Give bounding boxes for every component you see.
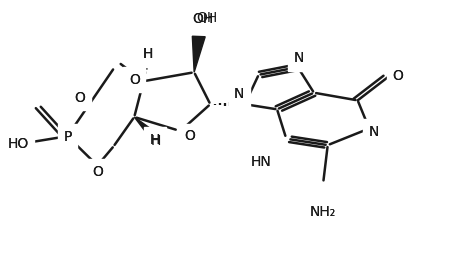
Bar	[182, 129, 195, 142]
Bar	[91, 166, 103, 178]
Text: O: O	[74, 91, 85, 105]
Text: O: O	[392, 69, 403, 83]
Bar	[74, 92, 85, 104]
Text: HO: HO	[7, 137, 29, 151]
Text: N: N	[234, 87, 244, 101]
Text: P: P	[63, 130, 72, 144]
Text: H: H	[143, 47, 153, 61]
Bar	[293, 52, 305, 64]
Text: HN: HN	[251, 155, 272, 169]
Text: OH: OH	[193, 12, 214, 26]
Text: H: H	[143, 47, 153, 61]
Text: N: N	[234, 87, 244, 101]
Text: H: H	[143, 47, 153, 61]
Polygon shape	[134, 117, 163, 140]
Text: OH: OH	[196, 11, 218, 25]
Text: H: H	[150, 134, 161, 148]
Text: O: O	[92, 165, 103, 179]
Bar	[368, 125, 380, 138]
Text: HO: HO	[7, 137, 29, 151]
Bar	[9, 138, 27, 150]
Bar	[391, 70, 404, 82]
Text: OH: OH	[193, 12, 214, 26]
Text: O: O	[392, 69, 403, 83]
Polygon shape	[192, 36, 205, 72]
Text: N: N	[294, 51, 304, 65]
Text: P: P	[63, 130, 72, 144]
Text: H: H	[150, 133, 160, 147]
Text: NH₂: NH₂	[310, 205, 336, 218]
Text: O: O	[184, 129, 195, 143]
Bar	[128, 74, 141, 86]
Text: O: O	[92, 165, 103, 179]
Text: O: O	[129, 73, 140, 87]
Text: O: O	[184, 129, 195, 143]
Text: HN: HN	[251, 155, 272, 169]
Bar	[233, 88, 245, 100]
Text: O: O	[129, 73, 140, 87]
Bar	[252, 155, 271, 168]
Text: H: H	[150, 133, 160, 147]
Text: N: N	[294, 51, 304, 65]
Bar	[62, 131, 73, 143]
Text: N: N	[369, 125, 379, 139]
Text: N: N	[369, 125, 379, 139]
Text: O: O	[74, 91, 85, 105]
Text: NH₂: NH₂	[310, 205, 336, 218]
